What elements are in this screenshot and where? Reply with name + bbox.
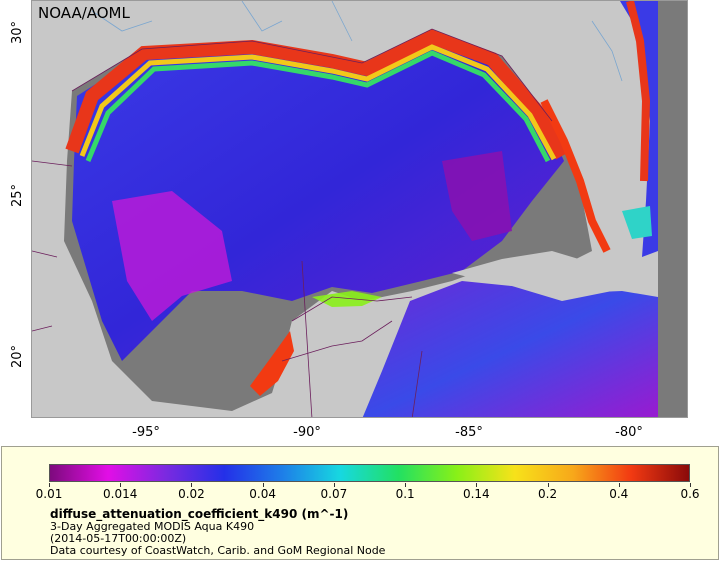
north-shelf-red — [65, 29, 569, 160]
atlantic-swath — [620, 1, 658, 257]
longitude-label-85: -85° — [455, 425, 483, 440]
colorbar-tick-label: 0.4 — [609, 487, 629, 501]
legend-panel: diffuse_attenuation_coefficient_k490 (m^… — [1, 446, 719, 560]
mexico-coast-strip — [250, 331, 294, 396]
colorbar — [49, 464, 690, 482]
florida-west-shelf — [540, 99, 611, 253]
colorbar-tick-label: 0.02 — [178, 487, 205, 501]
latitude-label-30: 30° — [10, 20, 25, 44]
colorbar-tick-label: 0.2 — [538, 487, 558, 501]
rivers — [91, 1, 623, 82]
yucatan-peninsula — [262, 297, 412, 417]
colorbar-tick-mark — [405, 483, 407, 487]
atlantic-coast-red — [626, 1, 651, 182]
coastlines — [32, 28, 553, 417]
central-gulf-purple — [442, 151, 512, 241]
caribbean-water — [362, 281, 658, 417]
credit-label: NOAA/AOML — [38, 4, 130, 22]
legend-variable: diffuse_attenuation_coefficient_k490 (m^… — [50, 507, 349, 521]
longitude-label-90: -90° — [293, 425, 321, 440]
colorbar-tick-label: 0.1 — [395, 487, 415, 501]
map-panel[interactable]: NOAA/AOML — [31, 0, 688, 418]
colorbar-tick-mark — [547, 483, 549, 487]
longitude-label-80: -80° — [615, 425, 643, 440]
colorbar-tick-label: 0.14 — [462, 487, 490, 501]
latitude-label-25: 25° — [10, 183, 25, 207]
colorbar-tick-label: 0.04 — [249, 487, 277, 501]
legend-dataset: 3-Day Aggregated MODIS Aqua K490 — [50, 520, 255, 533]
north-shelf-green — [85, 50, 551, 163]
legend-time: (2014-05-17T00:00:00Z) — [50, 532, 187, 545]
bahamas-bank — [622, 206, 652, 239]
colorbar-tick-label: 0.014 — [103, 487, 138, 501]
gulf-of-mexico-map — [32, 1, 687, 417]
colorbar-tick-label: 0.01 — [35, 487, 63, 501]
west-gulf-magenta — [112, 191, 232, 321]
colorbar-tick-mark — [191, 483, 193, 487]
colorbar-tick-label: 0.07 — [320, 487, 348, 501]
colorbar-tick-label: 0.6 — [680, 487, 700, 501]
colorbar-tick-mark — [618, 483, 620, 487]
colorbar-tick-mark — [262, 483, 264, 487]
cuba-island — [452, 251, 658, 297]
colorbar-tick-mark — [120, 483, 122, 487]
colorbar-tick-mark — [476, 483, 478, 487]
longitude-label-95: -95° — [132, 425, 160, 440]
colorbar-tick-mark — [49, 483, 50, 487]
legend-source: Data courtesy of CoastWatch, Carib. and … — [50, 544, 386, 557]
campeche-bank-green — [312, 291, 382, 307]
colorbar-tick-mark — [333, 483, 335, 487]
latitude-label-20: 20° — [10, 344, 25, 368]
no-data-region — [658, 1, 687, 417]
colorbar-tick-mark — [690, 483, 691, 487]
north-shelf-yellow — [79, 44, 557, 161]
